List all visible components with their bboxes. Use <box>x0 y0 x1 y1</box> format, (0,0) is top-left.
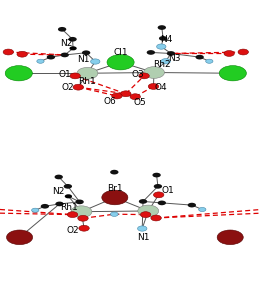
Circle shape <box>55 202 64 206</box>
Text: O1: O1 <box>162 186 175 195</box>
Circle shape <box>69 46 77 50</box>
Text: N2: N2 <box>60 39 73 48</box>
Text: N2: N2 <box>52 187 64 196</box>
Text: O5: O5 <box>133 98 146 107</box>
Circle shape <box>55 175 63 179</box>
Circle shape <box>91 59 100 64</box>
Text: N1: N1 <box>77 55 89 64</box>
Text: N3: N3 <box>168 54 181 63</box>
Circle shape <box>139 199 147 204</box>
Circle shape <box>58 27 66 32</box>
Circle shape <box>147 50 155 55</box>
Circle shape <box>75 200 84 204</box>
Circle shape <box>199 207 206 212</box>
Circle shape <box>139 73 149 79</box>
Circle shape <box>153 192 164 198</box>
Circle shape <box>47 55 55 59</box>
Text: Rh1: Rh1 <box>60 203 78 212</box>
Circle shape <box>73 84 84 90</box>
Circle shape <box>238 49 248 55</box>
Text: O2: O2 <box>67 226 79 235</box>
Circle shape <box>188 203 196 207</box>
Circle shape <box>70 73 80 79</box>
Text: O2: O2 <box>61 84 74 92</box>
Circle shape <box>138 226 147 231</box>
Text: O3: O3 <box>132 70 144 79</box>
Circle shape <box>5 66 32 81</box>
Circle shape <box>3 49 14 55</box>
Circle shape <box>112 93 122 99</box>
Text: Rh2: Rh2 <box>153 60 171 69</box>
Circle shape <box>130 94 140 100</box>
Circle shape <box>64 184 72 189</box>
Text: Br1: Br1 <box>107 185 123 193</box>
Circle shape <box>138 205 159 217</box>
Circle shape <box>157 44 166 49</box>
Circle shape <box>77 67 98 79</box>
Circle shape <box>65 194 72 198</box>
Text: O6: O6 <box>104 97 116 106</box>
Circle shape <box>144 67 164 78</box>
Circle shape <box>110 212 118 216</box>
Circle shape <box>68 37 77 42</box>
Circle shape <box>152 173 161 177</box>
Text: N1: N1 <box>137 233 149 241</box>
Circle shape <box>206 59 213 63</box>
Circle shape <box>67 212 78 218</box>
Circle shape <box>17 51 27 57</box>
Circle shape <box>140 212 151 218</box>
Circle shape <box>121 91 131 97</box>
Circle shape <box>159 36 167 41</box>
Circle shape <box>41 204 49 209</box>
Circle shape <box>107 54 134 70</box>
Text: O4: O4 <box>154 83 167 92</box>
Circle shape <box>195 55 204 59</box>
Circle shape <box>154 184 162 189</box>
Circle shape <box>158 201 166 205</box>
Text: N4: N4 <box>160 35 173 44</box>
Text: O1: O1 <box>58 70 71 79</box>
Circle shape <box>110 170 118 174</box>
Circle shape <box>82 50 90 55</box>
Circle shape <box>167 51 175 56</box>
Circle shape <box>79 225 89 231</box>
Circle shape <box>78 215 88 221</box>
Circle shape <box>32 208 39 212</box>
Circle shape <box>224 50 234 56</box>
Circle shape <box>61 53 69 57</box>
Circle shape <box>148 84 159 89</box>
Text: Rh1: Rh1 <box>79 77 96 86</box>
Circle shape <box>161 59 170 64</box>
Circle shape <box>7 230 33 245</box>
Circle shape <box>102 190 128 205</box>
Circle shape <box>37 59 44 63</box>
Circle shape <box>217 230 243 245</box>
Circle shape <box>158 25 166 30</box>
Text: Cl1: Cl1 <box>113 48 128 57</box>
Circle shape <box>219 66 246 81</box>
Circle shape <box>151 215 161 221</box>
Circle shape <box>71 206 92 217</box>
